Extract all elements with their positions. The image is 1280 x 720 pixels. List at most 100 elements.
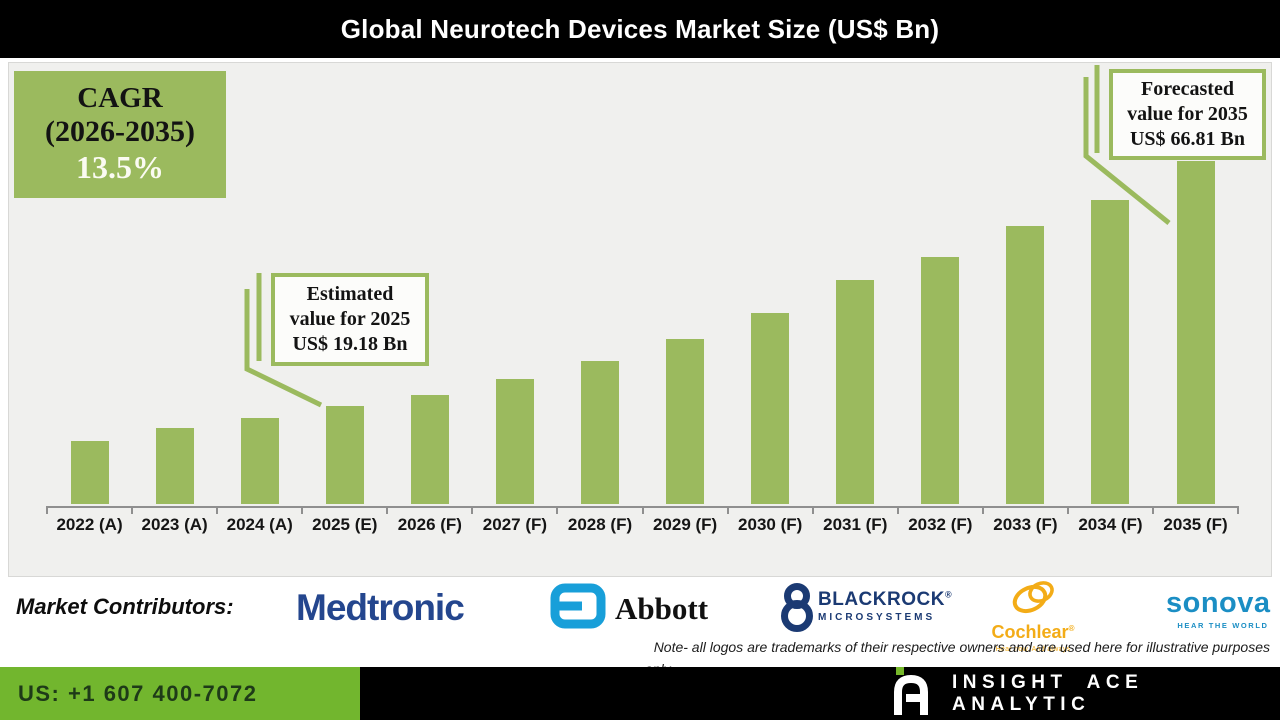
footer-contact-block: US: +1 607 400-7072 <box>0 667 360 720</box>
x-axis-labels: 2022 (A) 2023 (A) 2024 (A) 2025 (E) 2026 (F)… <box>47 515 1238 535</box>
axis-label: 2032 (F) <box>908 515 973 534</box>
page-title: Global Neurotech Devices Market Size (US… <box>340 13 940 44</box>
axis-tick <box>811 506 814 514</box>
axis-label: 2033 (F) <box>993 515 1058 534</box>
axis-tick <box>981 506 984 514</box>
bar-slot <box>557 94 642 504</box>
bar-2026 (F) <box>410 395 449 504</box>
bar-slot <box>1153 94 1238 504</box>
bar-slot <box>387 94 472 504</box>
axis-tick <box>896 506 899 514</box>
bar-2024 (A) <box>240 418 279 504</box>
estimated-line1: Estimated <box>306 283 394 305</box>
forecasted-line3: US$ 66.81 Bn <box>1129 128 1246 150</box>
title-bar: Global Neurotech Devices Market Size (US… <box>0 0 1280 58</box>
axis-tick <box>641 506 644 514</box>
bar-slot <box>472 94 557 504</box>
axis-tick <box>1237 506 1239 514</box>
sonova-wordmark: sonova <box>1166 587 1271 619</box>
forecasted-value-callout: Forecasted value for 2035 US$ 66.81 Bn <box>1109 69 1266 160</box>
brand-block: INSIGHT ACE ANALYTIC <box>890 667 1280 720</box>
axis-tick <box>471 506 474 514</box>
bar-2029 (F) <box>666 339 705 504</box>
sonova-logo: sonova HEAR THE WORLD <box>1166 587 1271 631</box>
trademark-note: Note- all logos are trademarks of their … <box>653 639 1270 655</box>
chart-panel: CAGR (2026-2035) 13.5% 2022 (A) 2023 (A) 2… <box>8 62 1272 577</box>
cagr-badge: CAGR (2026-2035) 13.5% <box>14 71 226 198</box>
axis-label: 2031 (F) <box>823 515 888 534</box>
bar-2027 (F) <box>495 379 534 504</box>
market-contributors-label: Market Contributors: <box>16 594 234 619</box>
bar-slot <box>813 94 898 504</box>
axis-tick <box>556 506 559 514</box>
bar-2033 (F) <box>1006 226 1045 504</box>
medtronic-wordmark: Medtronic <box>296 587 465 628</box>
bar-slot <box>728 94 813 504</box>
cagr-value: 13.5% <box>76 149 164 186</box>
forecasted-line2: value for 2035 <box>1127 103 1248 125</box>
phone-number: US: +1 607 400-7072 <box>18 680 258 706</box>
axis-tick <box>386 506 389 514</box>
axis-tick <box>726 506 729 514</box>
axis-label: 2023 (A) <box>141 515 208 534</box>
bar-slot <box>217 94 302 504</box>
sonova-tagline: HEAR THE WORLD <box>1177 621 1269 630</box>
cagr-period: (2026-2035) <box>45 114 195 148</box>
abbott-logo: Abbott <box>550 583 708 634</box>
blackrock-wordmark: BLACKROCK® <box>818 589 953 610</box>
bar-slot <box>302 94 387 504</box>
estimated-line3: US$ 19.18 Bn <box>292 333 408 355</box>
bar-slot <box>983 94 1068 504</box>
axis-label: 2034 (F) <box>1078 515 1143 534</box>
trademark-note-continuation: only. <box>645 661 674 667</box>
blackrock-reg-mark: ® <box>944 589 953 600</box>
bar-slot <box>643 94 728 504</box>
axis-label: 2026 (F) <box>397 515 462 534</box>
axis-label: 2027 (F) <box>482 515 548 534</box>
bar-slot <box>132 94 217 504</box>
blackrock-subtitle: MICROSYSTEMS <box>818 612 936 623</box>
footer-bar: US: +1 607 400-7072 INSIGHT ACE ANALYTIC <box>0 667 1280 720</box>
bar-2034 (F) <box>1091 200 1130 504</box>
forecasted-line1: Forecasted <box>1141 78 1234 100</box>
axis-label: 2022 (A) <box>56 515 123 534</box>
bar-slot <box>47 94 132 504</box>
axis-label: 2028 (F) <box>567 515 633 534</box>
cochlear-ellipses-icon <box>1006 578 1060 621</box>
axis-tick <box>1151 506 1154 514</box>
cochlear-tagline: Hear now. And always <box>995 646 1071 653</box>
bar-2030 (F) <box>751 313 790 504</box>
axis-tick <box>216 506 219 514</box>
axis-label: 2025 (E) <box>312 515 378 534</box>
brand-name: INSIGHT ACE ANALYTIC <box>952 671 1144 715</box>
axis-label: 2024 (A) <box>226 515 293 534</box>
bar-slot <box>898 94 983 504</box>
axis-label: 2035 (F) <box>1163 515 1228 534</box>
axis-tick <box>46 506 48 514</box>
bar-2025 (E) <box>325 406 364 504</box>
medtronic-logo: Medtronic <box>296 587 465 629</box>
axis-label: 2029 (F) <box>652 515 718 534</box>
bar-2023 (A) <box>155 428 194 504</box>
cochlear-logo: Cochlear® Hear now. And always <box>991 578 1075 653</box>
axis-label: 2030 (F) <box>738 515 803 534</box>
bar-series <box>47 94 1238 504</box>
abbott-wordmark: Abbott <box>615 590 709 626</box>
blackrock-microsystems-logo: BLACKROCK® MICROSYSTEMS <box>779 582 952 639</box>
bar-2031 (F) <box>836 280 875 504</box>
axis-tick <box>131 506 134 514</box>
bar-2028 (F) <box>581 361 619 504</box>
cagr-label: CAGR <box>77 81 163 114</box>
blackrock-eight-icon <box>779 582 815 639</box>
bar-2035 (F) <box>1176 161 1215 504</box>
abbott-logo-icon <box>550 583 606 634</box>
insight-ace-analytic-icon <box>890 667 932 720</box>
estimated-line2: value for 2025 <box>289 308 411 330</box>
estimated-value-callout: Estimated value for 2025 US$ 19.18 Bn <box>271 273 429 366</box>
bar-2032 (F) <box>921 257 960 504</box>
cochlear-reg-mark: ® <box>1068 624 1075 633</box>
axis-tick <box>301 506 304 514</box>
cochlear-wordmark: Cochlear® <box>991 622 1075 642</box>
bar-2022 (A) <box>70 441 109 504</box>
